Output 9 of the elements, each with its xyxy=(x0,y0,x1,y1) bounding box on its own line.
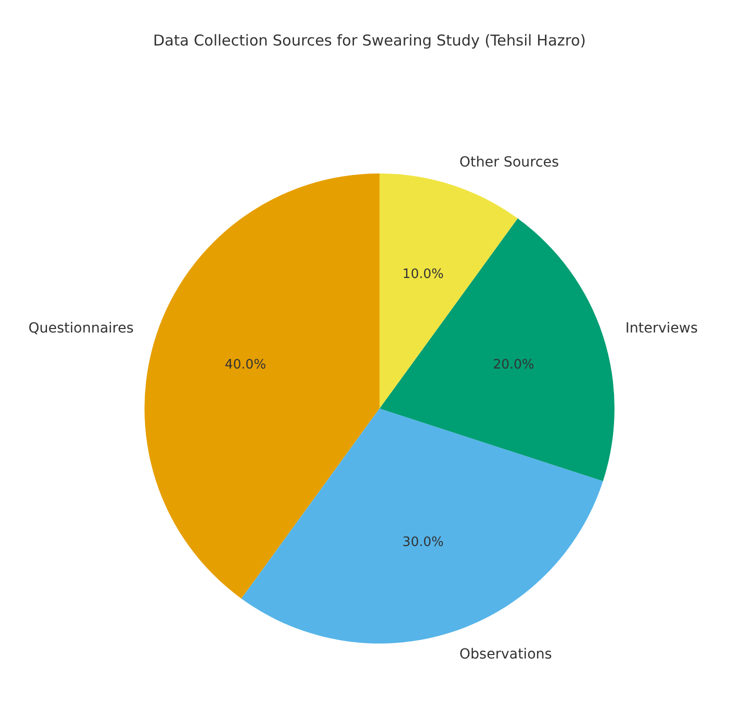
data-label: 30.0% xyxy=(402,535,444,550)
chart-title: Data Collection Sources for Swearing Study (Tehsil Hazro) xyxy=(153,32,586,50)
slice-label: Other Sources xyxy=(459,154,559,171)
data-label: 10.0% xyxy=(402,266,444,282)
slice-label: Observations xyxy=(459,646,552,662)
slice-label: Interviews xyxy=(625,320,698,337)
data-label: 20.0% xyxy=(492,357,534,372)
data-label: 40.0% xyxy=(224,357,266,372)
slice-label: Questionnaires xyxy=(28,320,134,337)
